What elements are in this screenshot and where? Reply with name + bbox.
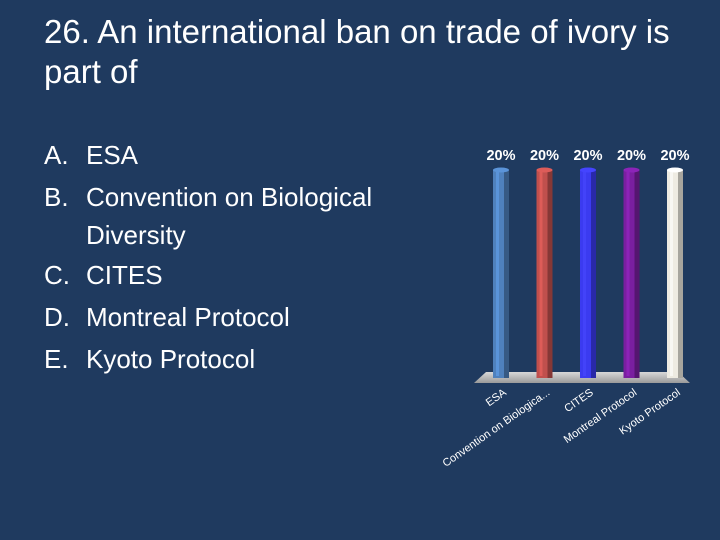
- answer-options: A. ESA B. Convention on Biological Diver…: [44, 134, 444, 380]
- option-b: B. Convention on Biological Diversity: [44, 176, 444, 254]
- data-label: 20%: [573, 148, 602, 164]
- data-label: 20%: [617, 148, 646, 164]
- option-c: C. CITES: [44, 254, 444, 296]
- option-letter: C.: [44, 260, 70, 290]
- option-letter: A.: [44, 140, 69, 170]
- data-label: 20%: [660, 148, 689, 164]
- category-label: CITES: [562, 387, 595, 415]
- slide-title: 26. An international ban on trade of ivo…: [44, 13, 670, 90]
- bar-1: [493, 167, 509, 378]
- option-text: Convention on Biological Diversity: [86, 182, 373, 250]
- data-label: 20%: [486, 148, 515, 164]
- option-text: Montreal Protocol: [86, 302, 290, 332]
- bar-2: [536, 167, 553, 378]
- option-letter: B.: [44, 182, 69, 212]
- option-e: E. Kyoto Protocol: [44, 338, 444, 380]
- data-label: 20%: [530, 148, 559, 164]
- bar-4: [623, 167, 640, 378]
- category-label: Montreal Protocol: [562, 387, 640, 446]
- option-letter: D.: [44, 302, 70, 332]
- category-label: ESA: [484, 386, 509, 409]
- option-text: ESA: [86, 140, 139, 170]
- option-d: D. Montreal Protocol: [44, 296, 444, 338]
- bar-3: [580, 167, 596, 378]
- option-letter: E.: [44, 344, 69, 374]
- option-a: A. ESA: [44, 134, 444, 176]
- bar-5: [667, 167, 683, 378]
- option-text: CITES: [86, 260, 163, 290]
- option-text: Kyoto Protocol: [86, 344, 256, 374]
